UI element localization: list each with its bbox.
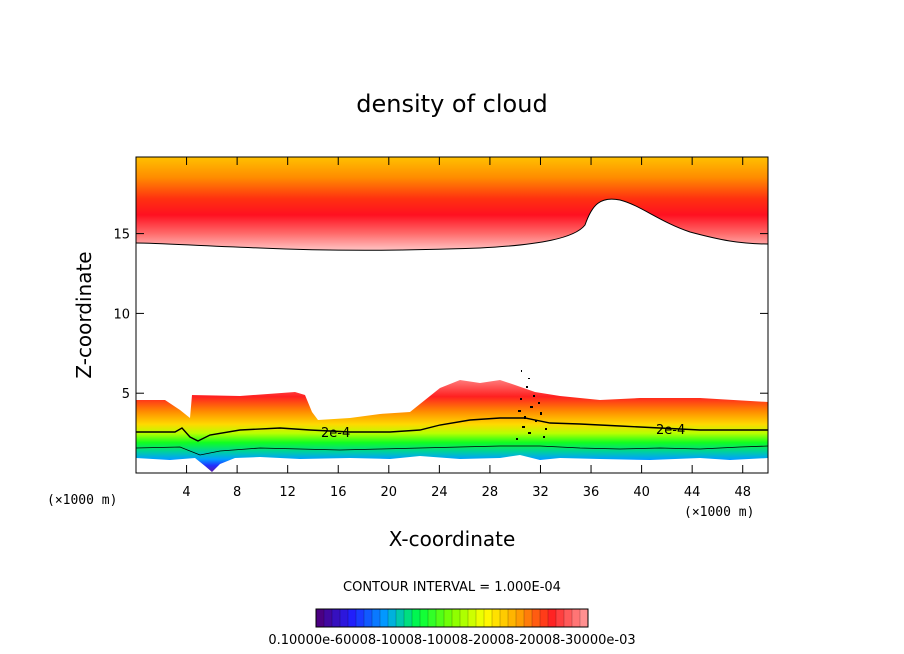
colorbar-swatch — [396, 609, 405, 627]
colorbar-swatch — [468, 609, 477, 627]
colorbar-swatch — [548, 609, 557, 627]
x-axis: 4 8 12 16 20 24 28 32 36 40 44 48 — [182, 157, 751, 500]
x-axis-units-right: (×1000 m) — [684, 505, 754, 520]
y-tick-label: 10 — [113, 307, 130, 322]
colorbar-swatch — [564, 609, 573, 627]
colorbar-swatch — [476, 609, 485, 627]
x-tick-label: 12 — [279, 485, 296, 500]
colorbar-labels: 0.10000e-60008-10008-10008-20008-20008-3… — [268, 633, 635, 648]
colorbar-swatch — [356, 609, 365, 627]
plot-area — [136, 157, 768, 473]
upper-cloud-layer — [136, 157, 768, 251]
colorbar-swatch — [412, 609, 421, 627]
plot-frame — [135, 156, 769, 474]
x-tick-label: 20 — [381, 485, 398, 500]
x-axis-label: X-coordinate — [389, 527, 516, 551]
colorbar-swatch — [460, 609, 469, 627]
colorbar — [315, 609, 589, 627]
x-tick-label: 48 — [734, 485, 751, 500]
x-tick-label: 16 — [330, 485, 347, 500]
colorbar-swatch — [516, 609, 525, 627]
colorbar-swatch — [332, 609, 341, 627]
colorbar-swatch — [316, 609, 325, 627]
colorbar-swatch — [572, 609, 581, 627]
colorbar-swatch — [428, 609, 437, 627]
x-tick-label: 32 — [532, 485, 549, 500]
chart-title: density of cloud — [356, 90, 547, 118]
colorbar-swatch — [420, 609, 429, 627]
contour-label-left: 2e-4 — [321, 426, 350, 441]
colorbar-swatch — [388, 609, 397, 627]
x-tick-label: 44 — [684, 485, 701, 500]
convective-turret — [516, 370, 547, 440]
contour-interval: CONTOUR INTERVAL = 1.000E-04 — [343, 580, 561, 595]
colorbar-swatch — [364, 609, 373, 627]
colorbar-swatch — [436, 609, 445, 627]
colorbar-swatch — [324, 609, 333, 627]
x-tick-label: 40 — [633, 485, 650, 500]
y-axis-label: Z-coordinate — [72, 251, 96, 378]
colorbar-swatch — [532, 609, 541, 627]
colorbar-swatch — [372, 609, 381, 627]
colorbar-swatch — [580, 609, 589, 627]
colorbar-swatch — [484, 609, 493, 627]
colorbar-swatch — [500, 609, 509, 627]
y-tick-label: 5 — [122, 387, 130, 402]
x-axis-units-left: (×1000 m) — [47, 493, 117, 508]
x-tick-label: 24 — [431, 485, 448, 500]
colorbar-frame — [315, 608, 589, 628]
colorbar-swatch — [348, 609, 357, 627]
colorbar-swatch — [340, 609, 349, 627]
x-tick-label: 28 — [482, 485, 499, 500]
colorbar-swatch — [492, 609, 501, 627]
colorbar-swatch — [540, 609, 549, 627]
colorbar-swatch — [508, 609, 517, 627]
contour-label-right: 2e-4 — [656, 423, 685, 438]
x-tick-label: 36 — [583, 485, 600, 500]
colorbar-swatch — [380, 609, 389, 627]
y-axis: 5 10 15 — [113, 228, 768, 402]
colorbar-swatch — [556, 609, 565, 627]
y-tick-label: 15 — [113, 228, 130, 243]
colorbar-swatch — [444, 609, 453, 627]
colorbar-swatch — [524, 609, 533, 627]
colorbar-swatch — [404, 609, 413, 627]
colorbar-swatch — [452, 609, 461, 627]
x-tick-label: 4 — [182, 485, 190, 500]
x-tick-label: 8 — [233, 485, 241, 500]
